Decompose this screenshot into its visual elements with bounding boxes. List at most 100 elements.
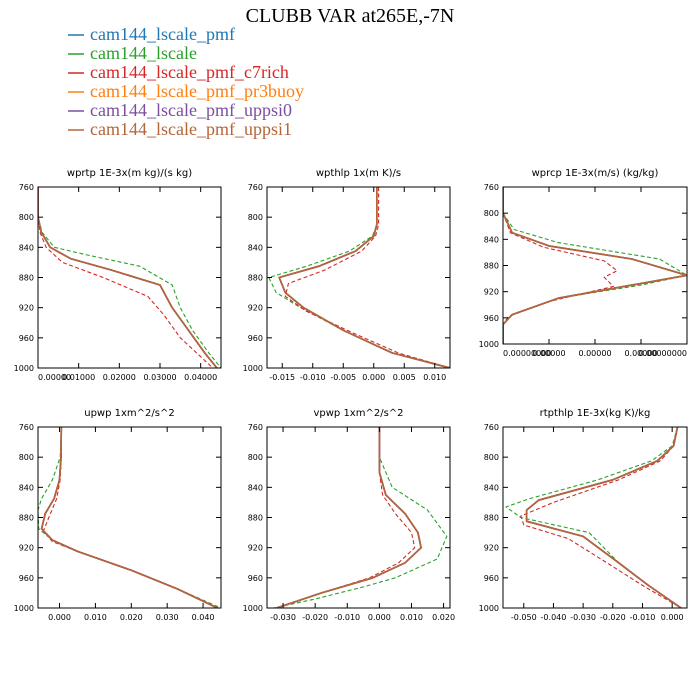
y-tick-label: 760 (19, 183, 34, 192)
series-line (503, 187, 687, 344)
legend-entry: cam144_lscale_pmf_uppsi0 (90, 100, 292, 120)
y-tick-label: 760 (484, 423, 499, 432)
plot-frame (266, 186, 451, 369)
x-tick-label: -0.030 (570, 613, 596, 622)
x-tick-label: 0.040 (192, 613, 215, 622)
series-line (273, 427, 448, 608)
series-line (40, 427, 218, 608)
series-line (40, 427, 218, 608)
y-tick-label: 1000 (243, 604, 263, 613)
series-line (503, 187, 687, 344)
x-tick-label: 0.010 (423, 373, 446, 382)
y-tick-label: 840 (19, 483, 34, 492)
x-tick-label: 0.01000 (62, 373, 95, 382)
x-tick-label: 0.04000 (184, 373, 217, 382)
y-tick-label: 1000 (14, 604, 34, 613)
x-tick-label: -0.020 (600, 613, 626, 622)
y-tick-label: 800 (19, 453, 34, 462)
x-tick-label: 0.005 (393, 373, 416, 382)
x-tick-label: 0.00000000 (503, 349, 551, 358)
x-tick-label: -0.030 (270, 613, 296, 622)
series-line (525, 427, 682, 608)
y-tick-label: 880 (19, 514, 34, 523)
y-tick-label: 960 (248, 334, 263, 343)
series-group (505, 427, 682, 608)
x-tick-label: -0.050 (511, 613, 537, 622)
series-line (38, 187, 214, 368)
y-tick-label: 920 (19, 304, 34, 313)
y-tick-label: 840 (484, 483, 499, 492)
series-line (520, 427, 682, 608)
series-line (38, 187, 218, 368)
series-group (273, 427, 448, 608)
x-tick-label: 0.010 (400, 613, 423, 622)
y-tick-label: 880 (19, 274, 34, 283)
y-tick-label: 960 (484, 574, 499, 583)
x-tick-label: 0.00000 (38, 373, 71, 382)
legend-entry: cam144_lscale_pmf (90, 24, 235, 44)
legend-entry: cam144_lscale (90, 43, 197, 63)
y-tick-label: 960 (19, 334, 34, 343)
chart-panel: wpthlp 1x(m K)/s 760 800 840 880 920 960 1000 -0… (243, 168, 451, 382)
series-line (276, 427, 416, 608)
plot-frame (37, 186, 222, 369)
series-line (40, 427, 218, 608)
series-line (503, 187, 687, 344)
x-tick-label: 0.000 (661, 613, 684, 622)
x-tick-label: 0.02000 (103, 373, 136, 382)
y-tick-label: 840 (19, 243, 34, 252)
x-tick-label: -0.010 (334, 613, 360, 622)
series-group (38, 187, 221, 368)
x-tick-label: 0.00000000 (639, 349, 687, 358)
series-line (42, 427, 218, 608)
series-group (38, 427, 221, 608)
panel-title: wprtp 1E-3x(m kg)/(s kg) (67, 168, 192, 179)
series-group (503, 187, 687, 344)
series-line (503, 187, 687, 344)
chart-panel: wprtp 1E-3x(m kg)/(s kg) 760 800 840 880 920 9… (14, 168, 222, 382)
series-line (268, 187, 450, 368)
series-line (38, 427, 221, 608)
y-tick-label: 840 (484, 235, 499, 244)
panels: wprtp 1E-3x(m kg)/(s kg) 760 800 840 880 920 9… (14, 168, 688, 622)
series-line (38, 187, 218, 368)
y-tick-label: 1000 (479, 604, 499, 613)
legend: cam144_lscale_pmfcam144_lscalecam144_lsc… (68, 24, 304, 139)
y-tick-label: 800 (484, 453, 499, 462)
x-tick-label: 0.020 (432, 613, 455, 622)
legend-entry: cam144_lscale_pmf_c7rich (90, 62, 289, 82)
y-tick-label: 760 (248, 183, 263, 192)
y-tick-label: 800 (248, 213, 263, 222)
y-tick-label: 1000 (243, 364, 263, 373)
y-tick-label: 760 (484, 183, 499, 192)
y-tick-label: 1000 (479, 340, 499, 349)
y-tick-label: 920 (19, 544, 34, 553)
x-tick-label: 0.03000 (143, 373, 176, 382)
x-tick-label: 0.030 (156, 613, 179, 622)
y-tick-label: 920 (248, 544, 263, 553)
x-tick-label: 0.000 (362, 373, 385, 382)
series-line (276, 427, 422, 608)
y-tick-label: 760 (19, 423, 34, 432)
x-tick-label: -0.005 (330, 373, 356, 382)
y-tick-label: 840 (248, 483, 263, 492)
y-tick-label: 840 (248, 243, 263, 252)
series-line (503, 187, 618, 344)
x-tick-label: 0.010 (84, 613, 107, 622)
series-line (505, 427, 682, 608)
chart-panel: wprcp 1E-3x(m/s) (kg/kg) 760 800 840 880 920 9… (479, 168, 688, 358)
x-tick-label: -0.020 (302, 613, 328, 622)
legend-entry: cam144_lscale_pmf_pr3buoy (90, 81, 304, 101)
y-tick-label: 880 (248, 514, 263, 523)
panel-title: upwp 1xm^2/s^2 (84, 408, 174, 419)
y-tick-label: 920 (248, 304, 263, 313)
y-tick-label: 880 (248, 274, 263, 283)
series-line (525, 427, 682, 608)
plot-frame (502, 426, 688, 609)
x-tick-label: 0.000 (368, 613, 391, 622)
y-tick-label: 880 (484, 514, 499, 523)
y-tick-label: 880 (484, 262, 499, 271)
panel-title: wprcp 1E-3x(m/s) (kg/kg) (532, 168, 659, 179)
y-tick-label: 800 (248, 453, 263, 462)
